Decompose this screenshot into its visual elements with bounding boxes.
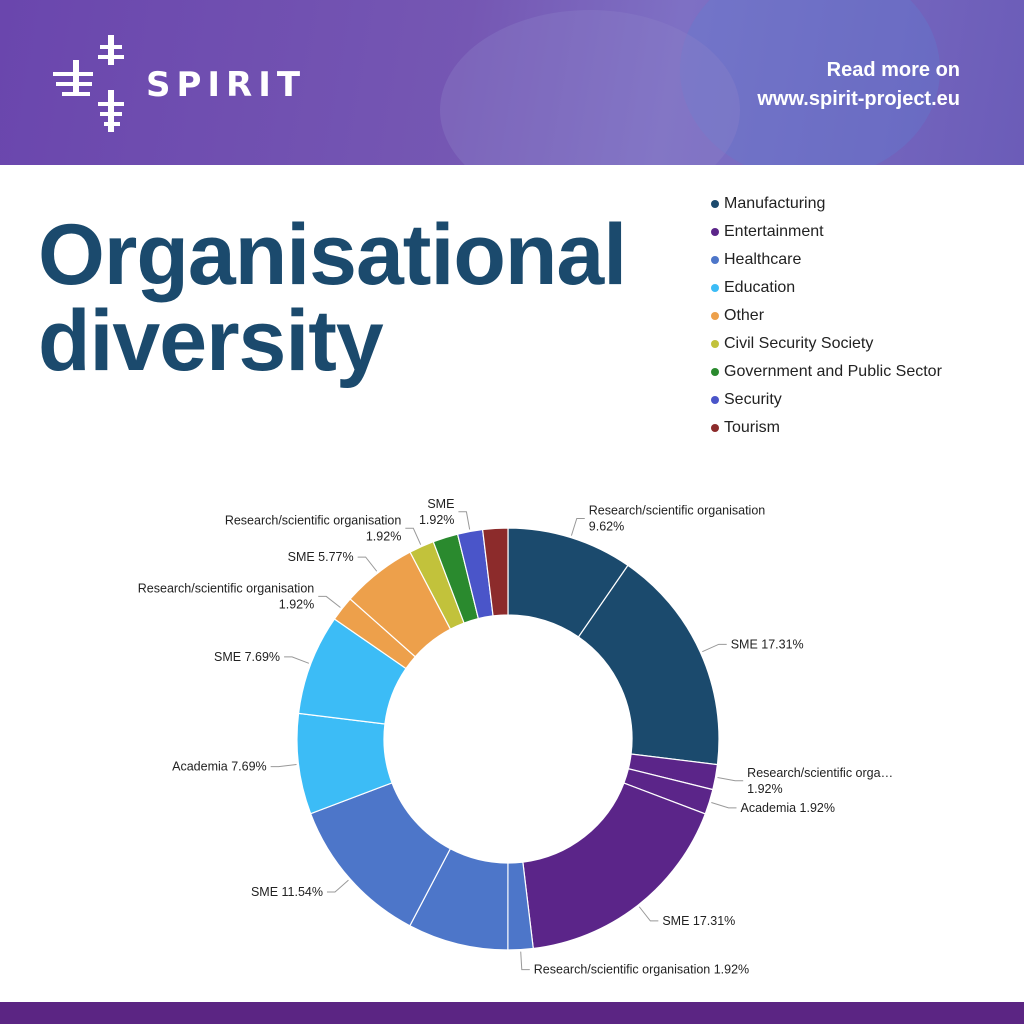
- leader-line: [717, 777, 744, 782]
- slice-label: Research/scientific organisation: [225, 513, 402, 527]
- legend-label: Tourism: [724, 419, 781, 436]
- legend-item[interactable]: Education: [711, 274, 942, 302]
- title-line-2: diversity: [38, 293, 384, 389]
- header-banner: SPIRIT Read more on www.spirit-project.e…: [0, 0, 1024, 165]
- slice-label: SME 11.54%: [251, 885, 323, 899]
- legend-label: Manufacturing: [724, 195, 826, 212]
- legend-item[interactable]: Other: [711, 302, 942, 330]
- legend-dot-icon: [711, 228, 719, 236]
- slice-label: Academia 1.92%: [741, 801, 836, 815]
- slice-label: SME 17.31%: [731, 637, 804, 651]
- legend-label: Other: [724, 307, 765, 324]
- legend-dot-icon: [711, 396, 719, 404]
- website-url[interactable]: www.spirit-project.eu: [757, 88, 960, 110]
- legend-item[interactable]: Civil Security Society: [711, 330, 942, 358]
- slice-label: Research/scientific orga…: [747, 766, 893, 780]
- leader-line: [458, 511, 471, 530]
- slice-label: SME 7.69%: [214, 650, 280, 664]
- legend-dot-icon: [711, 368, 719, 376]
- slice-label: Research/scientific organisation 1.92%: [534, 963, 749, 977]
- decorative-shape: [440, 10, 740, 165]
- leader-line: [270, 764, 297, 768]
- chart-legend: Manufacturing Entertainment Healthcare Educ…: [711, 190, 942, 442]
- legend-item[interactable]: Security: [711, 386, 942, 414]
- slice-label: 1.92%: [279, 597, 314, 611]
- title-line-1: Organisational: [38, 207, 627, 303]
- slice-label: Research/scientific organisation: [589, 503, 766, 517]
- leader-line: [711, 801, 737, 809]
- legend-label: Entertainment: [724, 223, 824, 240]
- slice-label: 1.92%: [419, 513, 454, 527]
- legend-label: Government and Public Sector: [724, 363, 942, 380]
- slice-label: Research/scientific organisation: [138, 581, 315, 595]
- leader-line: [284, 656, 310, 664]
- read-more-link[interactable]: Read more on www.spirit-project.eu: [757, 56, 960, 114]
- slice-label: SME: [427, 497, 454, 511]
- footer-bar: [0, 1002, 1024, 1024]
- slice-label: 1.92%: [366, 529, 401, 543]
- legend-label: Education: [724, 279, 796, 296]
- slice-label: SME 5.77%: [288, 550, 354, 564]
- leader-line: [318, 595, 341, 608]
- slice-label: Academia 7.69%: [172, 760, 267, 774]
- legend-item[interactable]: Tourism: [711, 414, 942, 442]
- leader-line: [405, 527, 422, 545]
- legend-dot-icon: [711, 256, 719, 264]
- legend-item[interactable]: Entertainment: [711, 218, 942, 246]
- leader-line: [702, 643, 727, 653]
- legend-dot-icon: [711, 200, 719, 208]
- legend-item[interactable]: Healthcare: [711, 246, 942, 274]
- logo-heads-icon: [53, 35, 124, 132]
- leader-line: [570, 517, 585, 536]
- legend-label: Civil Security Society: [724, 335, 874, 352]
- legend-dot-icon: [711, 284, 719, 292]
- spirit-logo: SPIRIT: [48, 30, 306, 140]
- slice-label: SME 17.31%: [662, 914, 735, 928]
- legend-item[interactable]: Manufacturing: [711, 190, 942, 218]
- legend-item[interactable]: Government and Public Sector: [711, 358, 942, 386]
- donut-slice[interactable]: [481, 527, 509, 617]
- leader-line: [357, 556, 378, 572]
- legend-dot-icon: [711, 312, 719, 320]
- read-more-text: Read more on: [826, 59, 960, 81]
- legend-label: Healthcare: [724, 251, 802, 268]
- decorative-shape: [680, 0, 940, 165]
- slice-label: 1.92%: [747, 782, 782, 796]
- slice-label: 9.62%: [589, 519, 624, 533]
- leader-line: [326, 879, 349, 893]
- logo-text: SPIRIT: [146, 65, 307, 105]
- legend-label: Security: [724, 391, 782, 408]
- legend-dot-icon: [711, 424, 719, 432]
- leader-line: [520, 951, 530, 971]
- leader-line: [638, 906, 659, 922]
- legend-dot-icon: [711, 340, 719, 348]
- page-title: Organisational diversity: [38, 207, 627, 389]
